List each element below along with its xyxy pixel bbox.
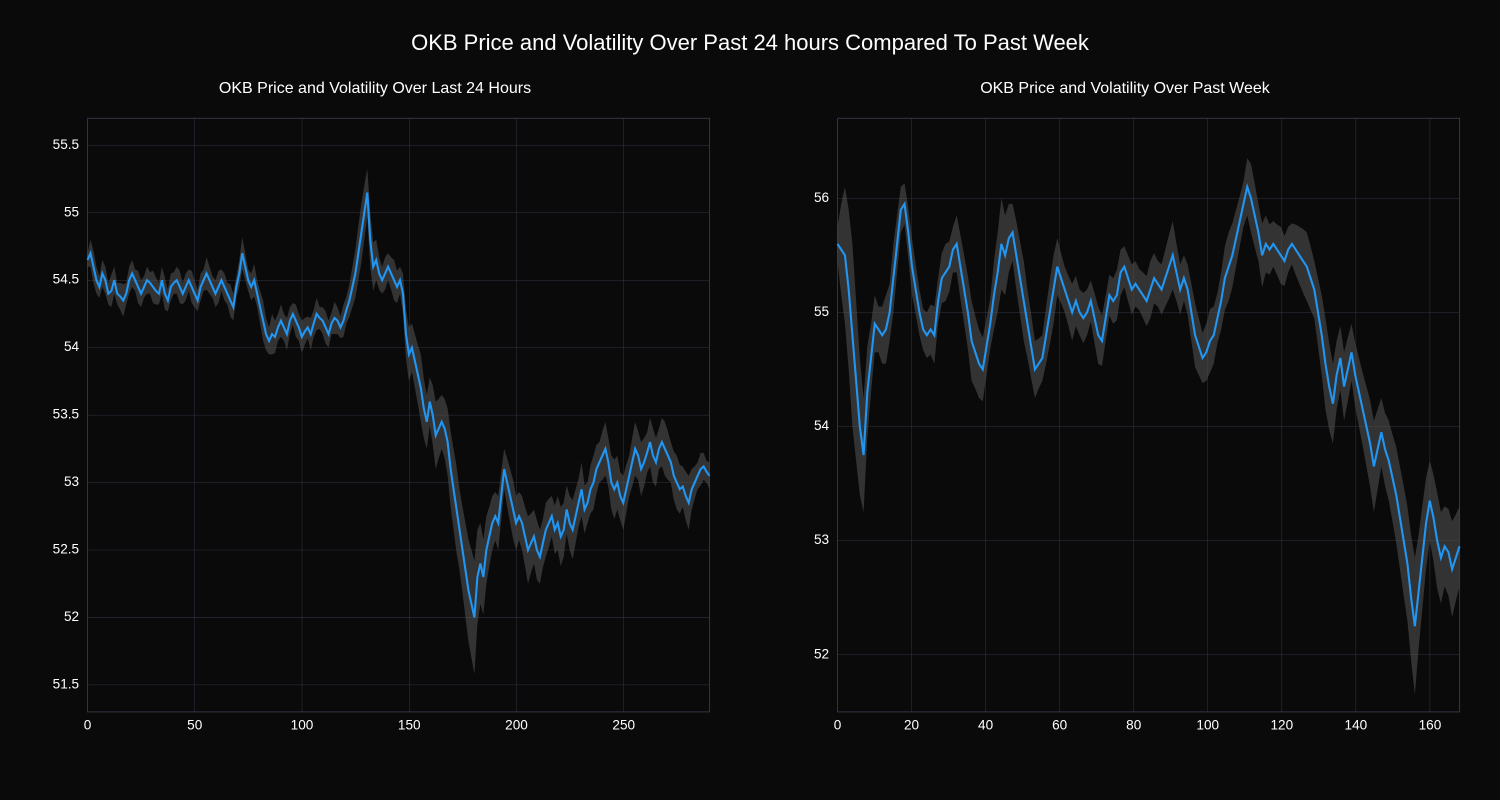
chart-left-title: OKB Price and Volatility Over Last 24 Ho… [30,80,720,98]
svg-text:55: 55 [814,304,829,319]
svg-text:55.5: 55.5 [53,137,79,152]
svg-text:50: 50 [187,718,202,733]
svg-text:53: 53 [64,474,79,489]
svg-text:250: 250 [612,718,635,733]
svg-text:100: 100 [291,718,314,733]
svg-text:54: 54 [814,418,830,433]
svg-text:53: 53 [814,532,829,547]
svg-text:0: 0 [834,718,842,733]
chart-right-title: OKB Price and Volatility Over Past Week [780,80,1470,98]
svg-text:100: 100 [1196,718,1219,733]
chart-right: 52 53 54 55 56 0 20 40 60 80 100 120 140 160 [780,108,1470,748]
subplot-left: OKB Price and Volatility Over Last 24 Ho… [0,80,750,770]
svg-text:20: 20 [904,718,919,733]
svg-text:54: 54 [64,339,80,354]
svg-text:54.5: 54.5 [53,272,79,287]
svg-text:0: 0 [84,718,92,733]
svg-text:160: 160 [1419,718,1442,733]
chart-left: 51.5 52 52.5 53 53.5 54 54.5 55 55.5 0 50 100 150 200… [30,108,720,748]
svg-text:53.5: 53.5 [53,407,79,422]
svg-text:56: 56 [814,190,829,205]
figure-suptitle: OKB Price and Volatility Over Past 24 ho… [0,0,1500,56]
svg-text:60: 60 [1052,718,1067,733]
svg-text:52: 52 [814,646,829,661]
svg-text:52: 52 [64,609,79,624]
svg-text:40: 40 [978,718,993,733]
subplot-right: OKB Price and Volatility Over Past Week … [750,80,1500,770]
svg-text:55: 55 [64,204,79,219]
svg-text:140: 140 [1345,718,1368,733]
svg-text:51.5: 51.5 [53,677,79,692]
svg-text:200: 200 [505,718,528,733]
svg-text:80: 80 [1126,718,1141,733]
svg-text:52.5: 52.5 [53,542,79,557]
svg-text:150: 150 [398,718,421,733]
svg-text:120: 120 [1270,718,1293,733]
